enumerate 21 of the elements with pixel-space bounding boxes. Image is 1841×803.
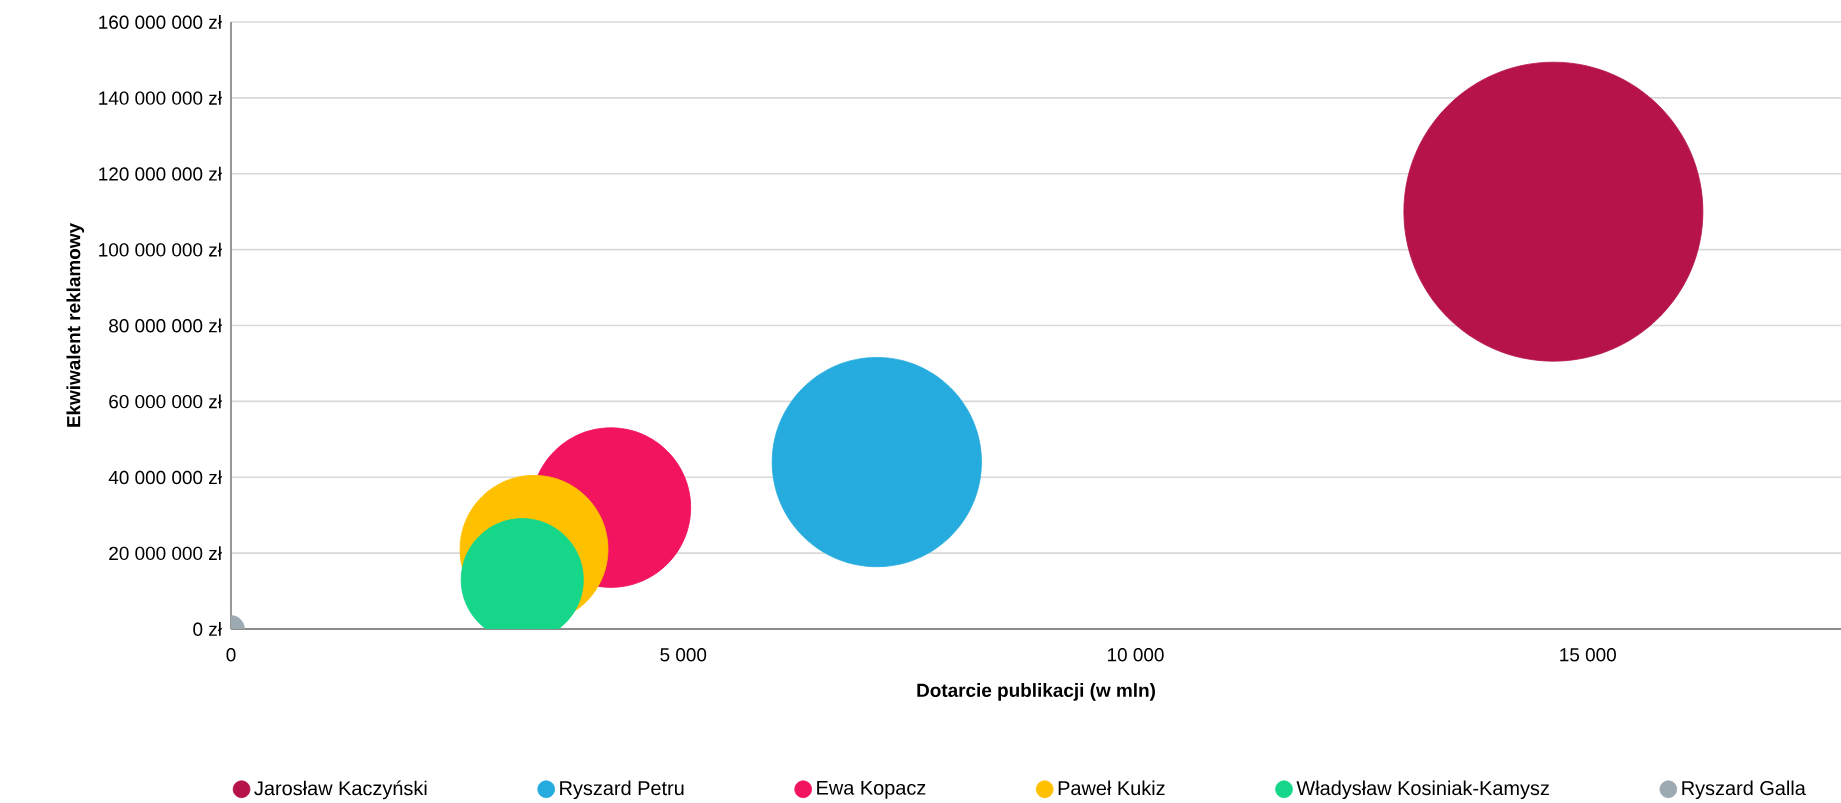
legend-label: Jarosław Kaczyński <box>254 780 427 800</box>
y-tick-label: 80 000 000 zł <box>109 318 222 333</box>
legend-label: Paweł Kukiz <box>1058 780 1165 796</box>
y-tick-label: 20 000 000 zł <box>109 546 222 561</box>
y-tick-label: 160 000 000 zł <box>99 15 222 29</box>
y-tick-label: 0 zł <box>193 622 222 636</box>
x-tick-label: 0 <box>226 648 236 662</box>
y-axis-title: Ekwiwalent reklamowy <box>66 223 85 427</box>
legend-label: Ryszard Galla <box>1682 780 1806 800</box>
x-tick-label: 15 000 <box>1560 648 1616 662</box>
x-tick-label: 5 000 <box>660 648 707 662</box>
legend-label: Ryszard Petru <box>560 780 684 800</box>
y-tick-label: 100 000 000 zł <box>99 242 222 257</box>
y-tick-label: 60 000 000 zł <box>109 394 222 409</box>
x-axis-title: Dotarcie publikacji (w mln) <box>917 683 1155 701</box>
x-tick-label: 10 000 <box>1107 648 1164 662</box>
y-tick-label: 140 000 000 zł <box>99 90 222 105</box>
y-tick-label: 120 000 000 zł <box>99 166 222 181</box>
legend-label: Władysław Kosiniak-Kamysz <box>1296 780 1549 800</box>
y-tick-label: 40 000 000 zł <box>108 470 222 485</box>
legend-label: Ewa Kopacz <box>817 780 926 799</box>
